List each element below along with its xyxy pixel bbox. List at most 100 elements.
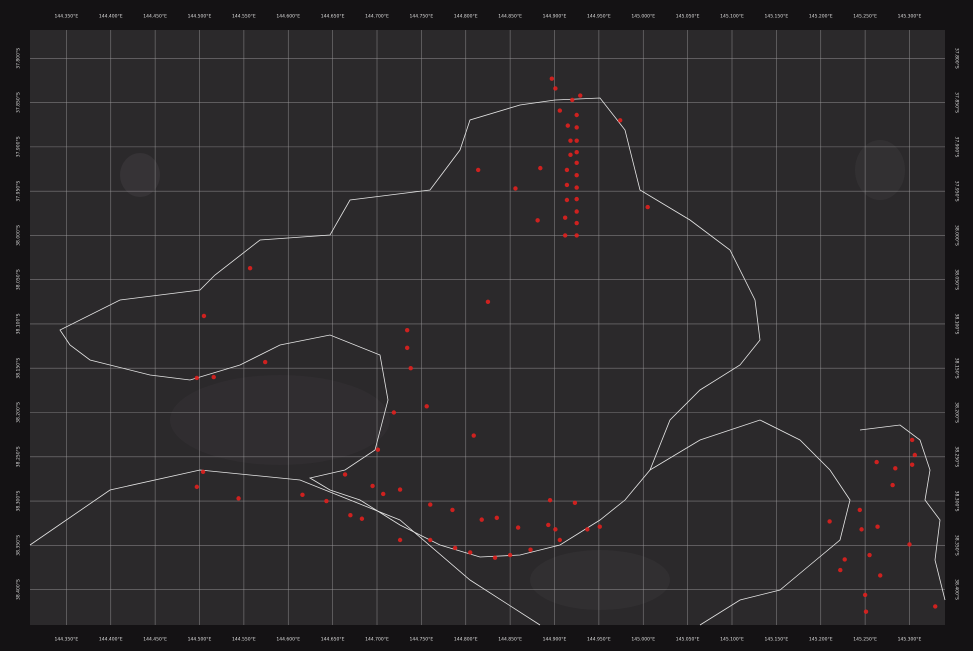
- observation-point: [574, 125, 578, 129]
- x-tick-label: 145.250°E: [853, 14, 877, 20]
- observation-point: [495, 516, 499, 520]
- y-tick-label: 38.250°S: [16, 446, 22, 467]
- y-tick-label: 38.050°S: [16, 269, 22, 290]
- x-tick-label: 144.400°E: [99, 14, 123, 20]
- observation-point: [550, 76, 554, 80]
- observation-point: [574, 233, 578, 237]
- x-tick-label: 145.200°E: [809, 637, 833, 643]
- y-tick-label: 38.100°S: [16, 313, 22, 334]
- x-tick-label: 144.850°E: [498, 14, 522, 20]
- observation-point: [574, 173, 578, 177]
- x-tick-label: 144.800°E: [454, 14, 478, 20]
- y-tick-label: 37.900°S: [954, 136, 960, 157]
- y-tick-label: 37.850°S: [16, 92, 22, 113]
- y-tick-label: 38.050°S: [954, 269, 960, 290]
- observation-point: [486, 300, 490, 304]
- observation-point: [398, 538, 402, 542]
- y-tick-label: 37.850°S: [954, 92, 960, 113]
- y-tick-label: 38.250°S: [954, 446, 960, 467]
- observation-point: [476, 168, 480, 172]
- observation-point: [409, 366, 413, 370]
- x-tick-label: 145.150°E: [765, 637, 789, 643]
- x-tick-label: 145.000°E: [631, 637, 655, 643]
- observation-point: [558, 538, 562, 542]
- observation-point: [574, 150, 578, 154]
- observation-point: [878, 573, 882, 577]
- observation-point: [893, 466, 897, 470]
- x-tick-label: 145.200°E: [809, 14, 833, 20]
- observation-point: [381, 492, 385, 496]
- x-tick-label: 144.750°E: [410, 14, 434, 20]
- x-tick-label: 144.950°E: [587, 637, 611, 643]
- observation-point: [563, 216, 567, 220]
- observation-point: [863, 593, 867, 597]
- observation-point: [392, 410, 396, 414]
- observation-point: [428, 502, 432, 506]
- observation-point: [405, 346, 409, 350]
- observation-point: [528, 548, 532, 552]
- observation-point: [360, 517, 364, 521]
- x-tick-label: 144.600°E: [276, 637, 300, 643]
- observation-point: [574, 113, 578, 117]
- x-tick-label: 145.300°E: [898, 637, 922, 643]
- observation-point: [376, 447, 380, 451]
- x-tick-label: 145.100°E: [720, 14, 744, 20]
- observation-point: [910, 463, 914, 467]
- x-tick-label: 144.500°E: [188, 637, 212, 643]
- y-tick-label: 38.000°S: [16, 225, 22, 246]
- y-tick-label: 37.950°S: [954, 181, 960, 202]
- y-tick-label: 38.300°S: [954, 491, 960, 512]
- observation-point: [263, 360, 267, 364]
- observation-point: [493, 556, 497, 560]
- observation-point: [859, 527, 863, 531]
- observation-point: [890, 483, 894, 487]
- observation-point: [348, 513, 352, 517]
- x-tick-label: 144.600°E: [276, 14, 300, 20]
- observation-point: [578, 93, 582, 97]
- x-tick-label: 144.350°E: [55, 14, 79, 20]
- observation-point: [405, 328, 409, 332]
- observation-point: [553, 86, 557, 90]
- terrain: [120, 153, 160, 197]
- observation-point: [574, 221, 578, 225]
- observation-point: [598, 525, 602, 529]
- observation-point: [568, 138, 572, 142]
- terrain: [530, 550, 670, 610]
- x-tick-label: 144.650°E: [321, 14, 345, 20]
- x-tick-label: 144.700°E: [365, 637, 389, 643]
- observation-point: [563, 233, 567, 237]
- observation-point: [548, 498, 552, 502]
- observation-point: [907, 542, 911, 546]
- x-tick-label: 145.250°E: [853, 637, 877, 643]
- observation-point: [425, 404, 429, 408]
- observation-point: [585, 527, 589, 531]
- observation-point: [558, 108, 562, 112]
- y-tick-label: 38.400°S: [954, 579, 960, 600]
- observation-point: [324, 499, 328, 503]
- x-tick-label: 145.300°E: [898, 14, 922, 20]
- observation-point: [566, 123, 570, 127]
- y-tick-label: 37.800°S: [16, 48, 22, 69]
- observation-point: [236, 496, 240, 500]
- x-tick-label: 144.900°E: [543, 637, 567, 643]
- y-tick-label: 38.000°S: [954, 225, 960, 246]
- x-tick-label: 144.450°E: [143, 637, 167, 643]
- observation-point: [468, 550, 472, 554]
- observation-point: [573, 501, 577, 505]
- x-tick-label: 144.550°E: [232, 637, 256, 643]
- x-tick-label: 145.050°E: [676, 637, 700, 643]
- y-tick-label: 37.900°S: [16, 136, 22, 157]
- observation-point: [535, 218, 539, 222]
- observation-point: [201, 470, 205, 474]
- y-tick-label: 38.150°S: [954, 358, 960, 379]
- observation-point: [574, 209, 578, 213]
- observation-point: [913, 453, 917, 457]
- observation-point: [867, 553, 871, 557]
- observation-point: [202, 314, 206, 318]
- observation-point: [516, 525, 520, 529]
- x-tick-label: 145.050°E: [676, 14, 700, 20]
- x-tick-label: 144.650°E: [321, 637, 345, 643]
- observation-point: [472, 433, 476, 437]
- observation-point: [827, 519, 831, 523]
- observation-point: [570, 98, 574, 102]
